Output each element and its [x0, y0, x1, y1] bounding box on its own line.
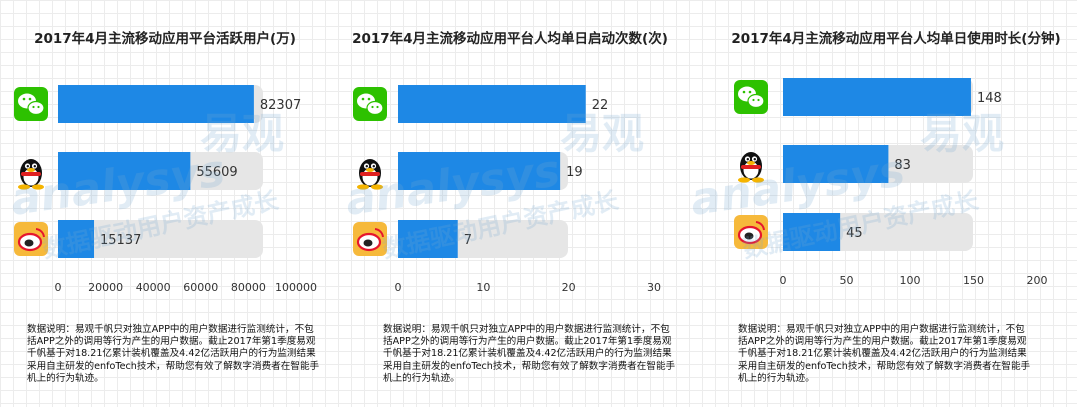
data-note: 数据说明：易观千帆只对独立APP中的用户数据进行监测统计，不包括APP之外的调用… — [383, 324, 676, 384]
weibo-icon — [734, 215, 768, 249]
data-label: 45 — [846, 226, 863, 241]
data-label: 83 — [894, 158, 911, 173]
weibo-icon — [14, 222, 48, 256]
chart-panel-active-users: 2017年4月主流移动应用平台活跃用户(万) 82307 55609 15137 0 2… — [0, 0, 330, 407]
weibo-icon — [353, 222, 387, 256]
bar-track — [58, 220, 263, 258]
data-note: 数据说明：易观千帆只对独立APP中的用户数据进行监测统计，不包括APP之外的调用… — [738, 324, 1031, 384]
x-tick-label: 100000 — [275, 281, 317, 294]
x-tick-label: 0 — [55, 281, 62, 294]
chart-title: 2017年4月主流移动应用平台人均单日使用时长(分钟) — [731, 31, 1061, 47]
qq-icon — [357, 159, 383, 190]
bar — [783, 78, 971, 116]
data-label: 55609 — [196, 165, 237, 180]
chart-daily-usage-time: 148 83 45 0 50 100 150 200 — [734, 78, 1048, 287]
data-label: 82307 — [260, 98, 301, 113]
qq-icon — [18, 159, 44, 190]
wechat-icon — [14, 87, 48, 121]
bar — [58, 152, 191, 190]
bar — [58, 220, 95, 258]
chart-daily-launches: 22 19 7 0 10 20 30 — [353, 85, 661, 294]
x-tick-label: 30 — [647, 281, 661, 294]
chart-panel-daily-usage-time: 2017年4月主流移动应用平台人均单日使用时长(分钟) 148 83 45 0 50 10… — [715, 0, 1077, 407]
chart-title: 2017年4月主流移动应用平台人均单日启动次数(次) — [352, 31, 668, 47]
bar — [58, 85, 254, 123]
x-tick-label: 0 — [780, 274, 787, 287]
chart-active-users: 82307 55609 15137 0 20000 40000 60000 80000 1000… — [14, 85, 317, 294]
x-tick-label: 200 — [1027, 274, 1048, 287]
wechat-icon — [353, 87, 387, 121]
bar — [783, 145, 889, 183]
x-tick-label: 100 — [900, 274, 921, 287]
x-tick-label: 10 — [476, 281, 490, 294]
qq-icon — [738, 152, 764, 183]
x-tick-label: 150 — [963, 274, 984, 287]
bar — [783, 213, 841, 251]
data-note: 数据说明：易观千帆只对独立APP中的用户数据进行监测统计，不包括APP之外的调用… — [27, 324, 320, 384]
data-label: 7 — [464, 233, 472, 248]
chart-title: 2017年4月主流移动应用平台活跃用户(万) — [34, 31, 296, 47]
data-label: 19 — [566, 165, 583, 180]
x-tick-label: 50 — [840, 274, 854, 287]
chart-panel-daily-launches: 2017年4月主流移动应用平台人均单日启动次数(次) 22 19 7 0 10 20 30 … — [340, 0, 680, 407]
x-tick-label: 60000 — [183, 281, 218, 294]
x-tick-label: 20000 — [88, 281, 123, 294]
x-tick-label: 80000 — [231, 281, 266, 294]
data-label: 15137 — [100, 233, 141, 248]
x-tick-label: 20 — [562, 281, 576, 294]
data-label: 148 — [977, 91, 1002, 106]
x-tick-label: 0 — [395, 281, 402, 294]
bar — [398, 152, 561, 190]
bar — [398, 85, 586, 123]
x-tick-label: 40000 — [136, 281, 171, 294]
data-label: 22 — [592, 98, 609, 113]
bar — [398, 220, 458, 258]
wechat-icon — [734, 80, 768, 114]
